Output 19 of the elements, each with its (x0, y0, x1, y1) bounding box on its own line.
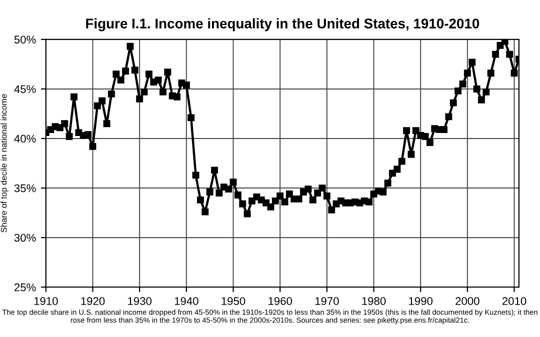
y-tick-label: 40% (14, 134, 36, 143)
y-tick-label: 25% (14, 283, 36, 292)
x-tick-label: 1960 (268, 297, 292, 306)
chart-title: Figure I.1. Income inequality in the United States, 1910-2010 (86, 18, 480, 32)
y-tick-label: 45% (14, 85, 36, 94)
x-tick-label: 1950 (222, 297, 246, 306)
x-tick-label: 1970 (315, 297, 339, 306)
y-tick-label: 35% (14, 184, 36, 192)
x-tick-label: 1980 (362, 297, 386, 306)
x-tick-label: 1910 (34, 297, 58, 306)
x-tick-label: 1940 (174, 297, 198, 306)
x-tick-label: 1930 (128, 297, 152, 306)
x-tick-label: 1920 (81, 297, 105, 306)
y-tick-label: 30% (14, 234, 36, 242)
y-axis-title: Share of top decile in national income (0, 94, 8, 232)
x-tick-label: 2000 (456, 297, 480, 306)
x-tick-label: 2010 (502, 297, 526, 306)
y-tick-label: 50% (14, 36, 36, 44)
x-tick-label: 1990 (409, 297, 433, 306)
